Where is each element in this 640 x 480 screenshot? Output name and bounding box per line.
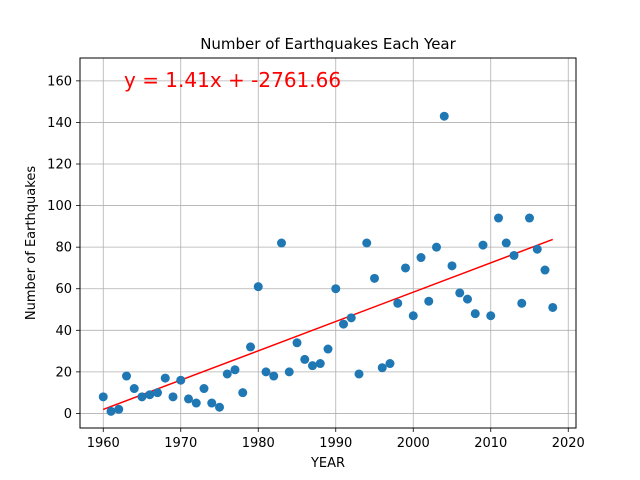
data-point	[292, 338, 302, 348]
data-point	[455, 288, 465, 298]
x-tick-label: 2000	[397, 436, 430, 451]
data-point	[253, 282, 263, 292]
data-point	[354, 369, 364, 379]
data-point	[191, 398, 201, 408]
data-point	[300, 354, 310, 364]
x-tick-label: 1960	[87, 436, 120, 451]
y-axis-label: Number of Earthquakes	[24, 166, 39, 320]
data-point	[525, 213, 534, 223]
data-point	[470, 309, 480, 319]
x-tick-label: 2020	[552, 436, 585, 451]
y-tick-label: 160	[47, 74, 72, 89]
data-point	[230, 365, 240, 375]
data-point	[432, 242, 441, 252]
scatter-points	[98, 111, 558, 416]
data-point	[532, 244, 542, 254]
y-tick-label: 140	[47, 116, 72, 131]
data-point	[393, 298, 403, 308]
data-point	[122, 371, 131, 381]
data-point	[439, 111, 449, 121]
data-point	[137, 392, 147, 402]
data-point	[370, 273, 379, 283]
y-tick-label: 120	[47, 158, 72, 173]
data-point	[114, 404, 124, 414]
grid-lines	[80, 58, 576, 428]
y-tick-label: 60	[55, 282, 72, 297]
data-point	[129, 384, 139, 394]
data-point	[362, 238, 372, 248]
x-tick-label: 2010	[474, 436, 507, 451]
data-point	[486, 311, 496, 321]
data-point	[331, 284, 341, 294]
data-point	[377, 363, 387, 373]
data-point	[424, 296, 434, 306]
regression-line	[102, 238, 554, 411]
data-point	[207, 398, 217, 408]
data-point	[168, 392, 178, 402]
data-point	[408, 311, 418, 321]
data-point	[261, 367, 271, 377]
data-point	[145, 390, 155, 400]
y-axis-ticks: 0 20 40 60 80 100 120 140 160	[47, 74, 80, 422]
data-point	[517, 298, 527, 308]
data-point	[199, 384, 209, 394]
regression-line-group	[102, 238, 554, 411]
data-point	[494, 213, 503, 223]
data-point	[478, 240, 488, 250]
data-point	[238, 388, 248, 398]
data-point	[184, 394, 193, 404]
data-point	[160, 373, 170, 383]
data-point	[447, 261, 457, 271]
data-point	[401, 263, 410, 273]
data-point	[416, 253, 426, 263]
y-tick-label: 100	[47, 199, 72, 214]
data-point	[284, 367, 294, 377]
data-point	[269, 371, 279, 381]
data-point	[501, 238, 511, 248]
x-tick-label: 1980	[242, 436, 275, 451]
y-tick-label: 40	[55, 324, 72, 339]
x-axis-label: YEAR	[310, 456, 345, 471]
data-point	[277, 238, 286, 248]
data-point	[176, 375, 186, 385]
regression-equation: y = 1.41x + -2761.66	[124, 68, 341, 92]
x-tick-label: 1970	[164, 436, 197, 451]
data-point	[215, 402, 224, 412]
y-tick-label: 80	[55, 241, 72, 256]
y-tick-label: 20	[55, 365, 72, 380]
data-point	[308, 361, 317, 371]
data-point	[385, 359, 395, 369]
data-point	[346, 313, 356, 323]
chart-title: Number of Earthquakes Each Year	[200, 35, 456, 53]
x-tick-label: 1990	[319, 436, 352, 451]
plot-frame	[79, 57, 577, 429]
data-point	[246, 342, 255, 352]
data-point	[222, 369, 232, 379]
data-point	[339, 319, 348, 329]
data-point	[548, 302, 558, 312]
data-point	[323, 344, 333, 354]
data-point	[509, 250, 519, 260]
data-point	[315, 359, 325, 369]
y-tick-label: 0	[64, 407, 72, 422]
data-point	[106, 406, 116, 416]
x-axis-ticks: 1960 1970 1980 1990 2000 2010 2020	[87, 428, 585, 451]
data-point	[98, 392, 108, 402]
data-point	[540, 265, 550, 275]
data-point	[463, 294, 472, 304]
data-point	[153, 388, 162, 398]
